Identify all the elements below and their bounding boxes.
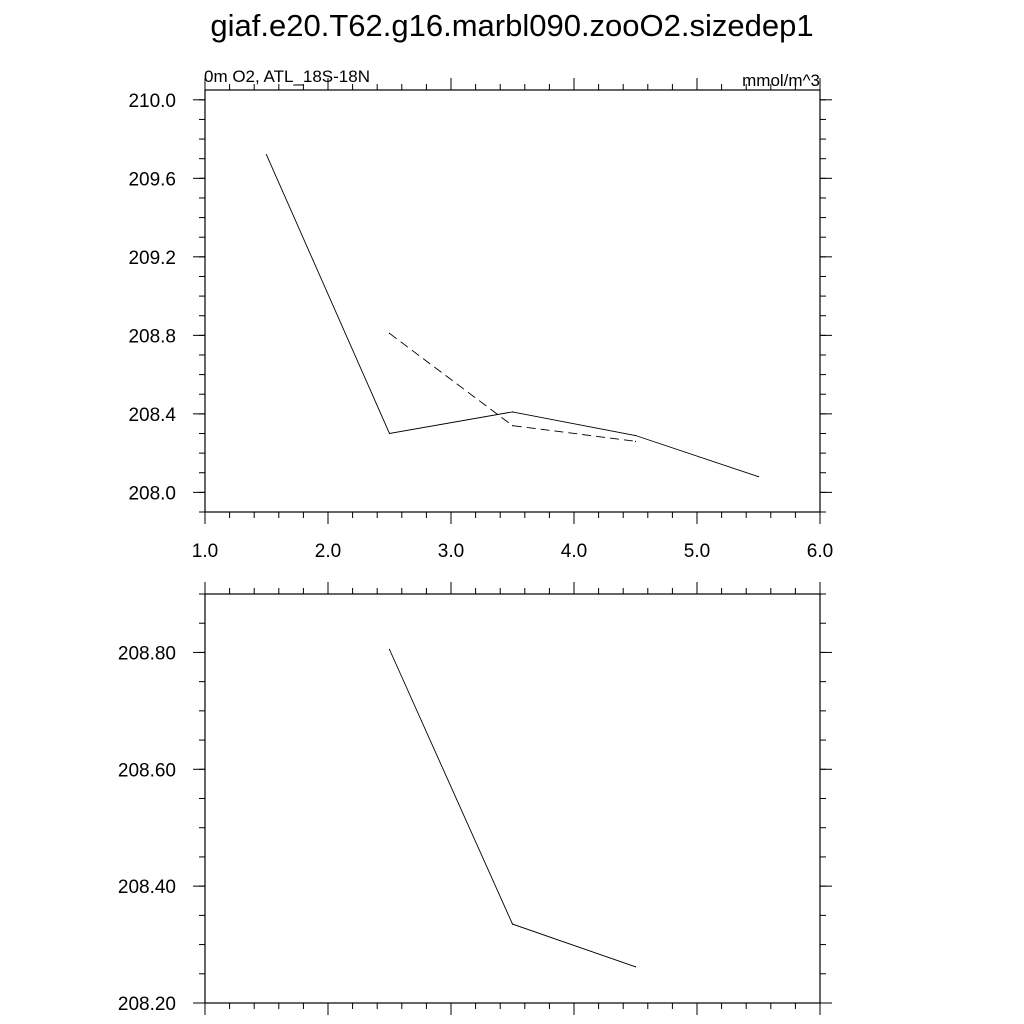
x-tick-label: 5.0	[684, 541, 710, 562]
series-line-solid	[266, 154, 759, 478]
panel-left-label: 0m O2, ATL_18S-18N	[204, 67, 370, 86]
figure-title: giaf.e20.T62.g16.marbl090.zooO2.sizedep1	[210, 8, 814, 43]
plot-frame	[204, 593, 821, 1004]
y-tick-label: 208.40	[118, 877, 176, 898]
y-tick-label: 210.0	[128, 91, 176, 112]
y-tick-label: 208.60	[118, 760, 176, 781]
data-point	[388, 332, 391, 334]
y-tick-label: 208.80	[118, 643, 176, 664]
y-tick-label: 208.0	[128, 483, 176, 504]
y-tick-label: 209.6	[128, 169, 176, 190]
data-point	[634, 434, 637, 437]
bottom-panel: 208.20 208.40 208.60 208.80	[118, 582, 832, 1015]
y-tick-label: 208.4	[128, 405, 176, 426]
series-line-solid	[389, 649, 636, 968]
data-point	[511, 411, 514, 413]
x-tick-label: 1.0	[192, 541, 218, 562]
data-point	[265, 154, 268, 156]
data-point	[634, 966, 637, 968]
data-point	[388, 648, 391, 651]
x-tick-label: 2.0	[315, 541, 341, 562]
data-point	[511, 425, 514, 427]
data-point	[634, 440, 637, 442]
panel-units-label: mmol/m^3	[742, 71, 820, 90]
plot-frame	[204, 89, 821, 513]
data-point	[511, 923, 514, 925]
y-tick-label: 208.8	[128, 326, 176, 347]
data-point	[757, 476, 760, 478]
y-tick-label: 209.2	[128, 248, 176, 269]
x-tick-label: 6.0	[807, 541, 833, 562]
x-tick-label: 4.0	[561, 541, 587, 562]
data-point	[388, 432, 391, 435]
y-tick-label: 208.20	[118, 994, 176, 1015]
x-tick-label: 3.0	[438, 541, 464, 562]
top-panel: 0m O2, ATL_18S-18N mmol/m^3 208.0 208.4 20…	[128, 67, 833, 562]
